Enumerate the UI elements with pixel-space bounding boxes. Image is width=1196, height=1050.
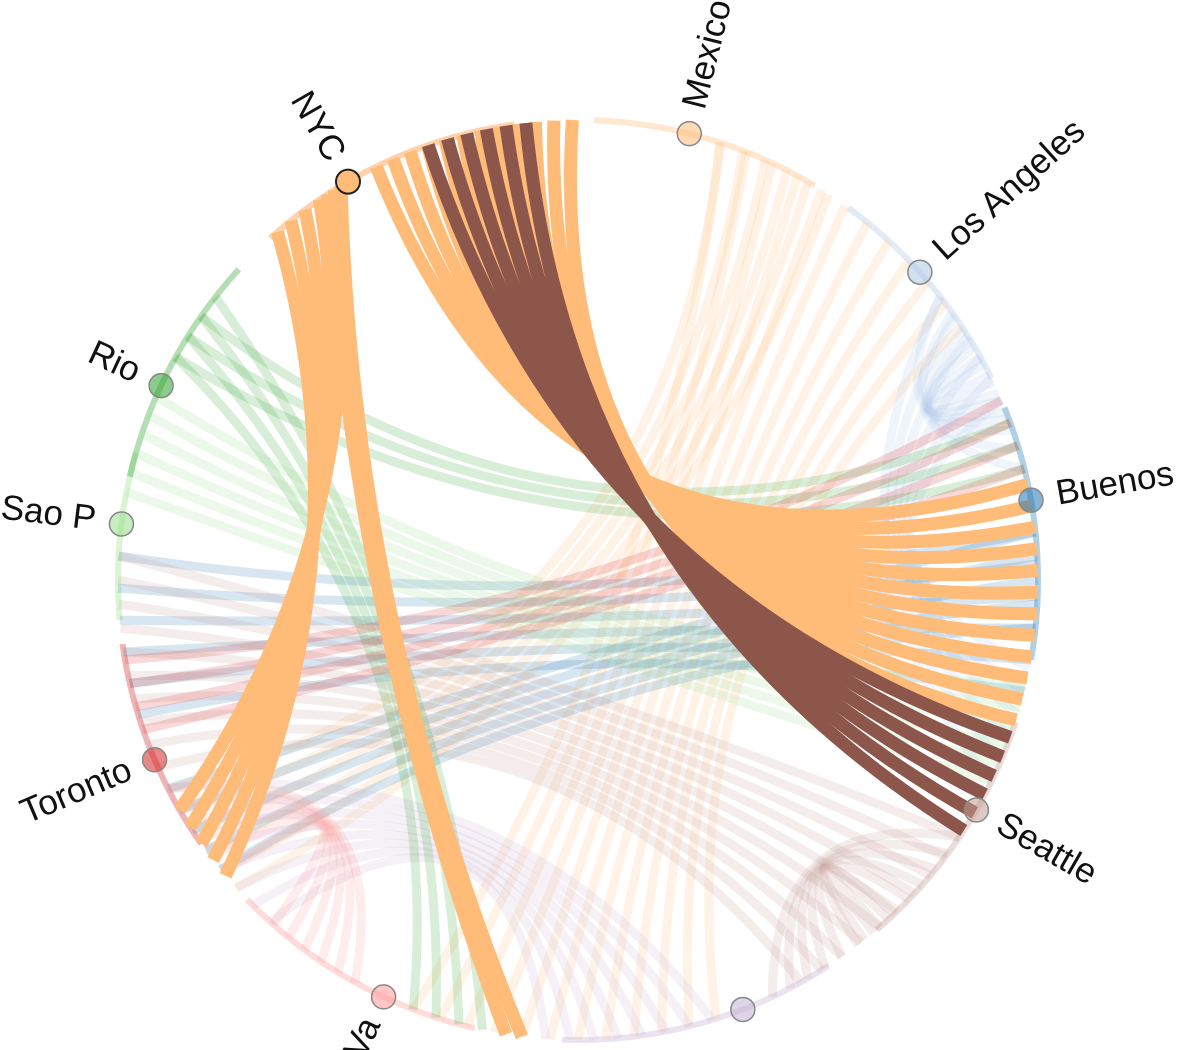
city-label-los-angeles: Los Angeles [925,111,1093,268]
city-label-vancouver: Va [336,1011,389,1050]
city-node-nyc[interactable] [335,168,361,195]
city-label-mexico-city: Mexico [674,0,739,113]
city-label-toronto: Toronto [15,750,138,832]
highlight-link-outgoing [563,119,1018,727]
faint-link [123,623,1036,657]
city-node-buenos-aires[interactable] [1018,487,1044,513]
faint-link [573,220,872,1041]
faint-link [807,855,925,970]
faint-link [178,149,748,815]
city-label-nyc: NYC [283,84,354,168]
faint-link [218,180,813,874]
faint-link [117,559,1039,607]
highlight-link-incoming [519,122,968,837]
faint-link [797,848,938,980]
city-label-sao-paulo: Sao P [0,488,98,538]
highlight-link-outgoing [321,193,513,1037]
city-label-rio: Rio [83,333,147,391]
faint-link [435,151,752,1021]
faint-link [517,188,827,1039]
faint-link [921,326,1014,436]
faint-link [545,203,850,1041]
faint-link [924,353,1003,418]
faint-link [172,353,422,1010]
highlighted-links [174,119,1039,1040]
faint-link [813,859,912,959]
city-node-mexico-city[interactable] [676,120,703,147]
faint-link [924,360,1000,415]
faint-link [922,336,1010,427]
faint-link [128,670,883,931]
faint-link [220,820,329,928]
rim-segment [846,205,995,380]
faint-link [117,551,962,842]
city-label-seattle: Seattle [990,804,1104,892]
faint-link [629,257,913,1037]
faint-link [462,162,777,1029]
faint-link [912,294,1026,474]
faint-link [767,828,961,997]
faint-link [218,829,623,1040]
faint-link [117,599,933,880]
faint-link [153,392,1026,692]
faint-link [166,142,725,794]
faint-link [924,370,996,414]
city-nodes [108,120,1044,1023]
rim-segment [244,897,476,1032]
faint-link [185,332,1020,509]
faint-link [184,333,441,1018]
faint-link [167,780,366,984]
faint-link [234,192,833,892]
city-node-seattle[interactable] [963,797,990,823]
faint-link [923,343,1007,423]
faint-link [120,623,917,898]
faint-link [208,816,333,940]
city-node-los-angeles[interactable] [907,259,933,285]
faint-link [117,575,948,861]
faint-link [917,310,1020,454]
city-node-rio[interactable] [148,372,174,399]
city-label-buenos-aires: Buenos [1053,454,1177,513]
rim-segment [593,117,817,189]
rim-segment [561,963,831,1043]
city-node-sao-paulo[interactable] [108,511,135,537]
faint-link [178,794,694,1029]
faint-link [123,647,901,915]
faint-link [190,158,770,835]
faint-link [784,839,949,989]
city-node-vancouver-2[interactable] [730,996,756,1023]
highlight-link-outgoing [334,185,528,1040]
faint-link [601,238,893,1040]
faint-link [818,862,898,948]
city-node-toronto[interactable] [141,746,168,773]
rim-segment [126,267,242,478]
faint-link [166,527,1037,794]
faint-link [124,396,1004,665]
faint-link [204,819,647,1038]
faint-link [409,141,725,1012]
faint-link [204,169,792,855]
faint-link [490,174,802,1034]
faint-link [819,863,892,943]
highlight-link-outgoing [219,230,321,879]
faint-link [820,864,884,936]
faint-link [191,807,670,1034]
faint-link [173,353,1026,521]
city-node-vancouver[interactable] [370,984,397,1010]
